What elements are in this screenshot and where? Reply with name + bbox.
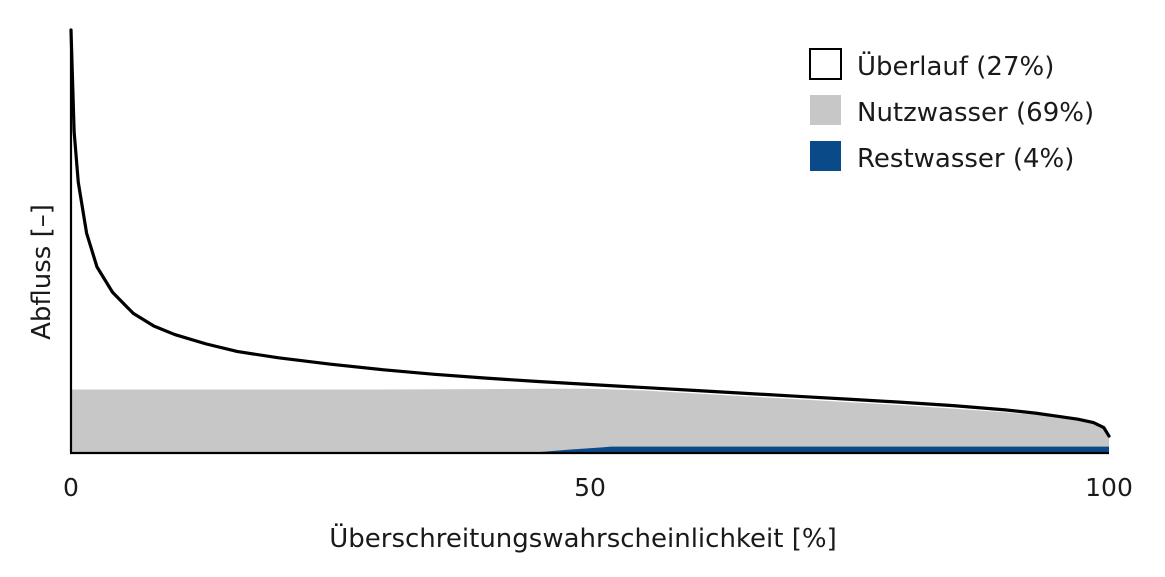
chart-lines (69, 28, 1111, 438)
x-tick-label: 50 (574, 473, 606, 502)
y-axis-label: Abfluss [–] (27, 204, 57, 340)
x-tick-labels: 0 50 100 (63, 473, 1133, 502)
area-series-1 (71, 388, 1109, 453)
line-series-0 (69, 28, 1111, 438)
x-tick-label: 0 (63, 473, 79, 502)
legend-label: Restwasser (4%) (857, 144, 1074, 174)
legend-swatch (810, 141, 841, 171)
area-series-2 (71, 446, 1109, 453)
legend: Überlauf (27%) Nutzwasser (69%) Restwasser… (809, 48, 1094, 174)
legend-label: Überlauf (27%) (857, 50, 1054, 82)
legend-swatch (809, 48, 842, 80)
legend-label: Nutzwasser (69%) (857, 98, 1094, 128)
legend-swatch (810, 95, 841, 125)
chart-areas (71, 388, 1109, 453)
x-tick-label: 100 (1085, 473, 1133, 502)
x-axis-label: Überschreitungswahrscheinlichkeit [%] (329, 522, 836, 554)
chart-axes (69, 30, 1109, 455)
